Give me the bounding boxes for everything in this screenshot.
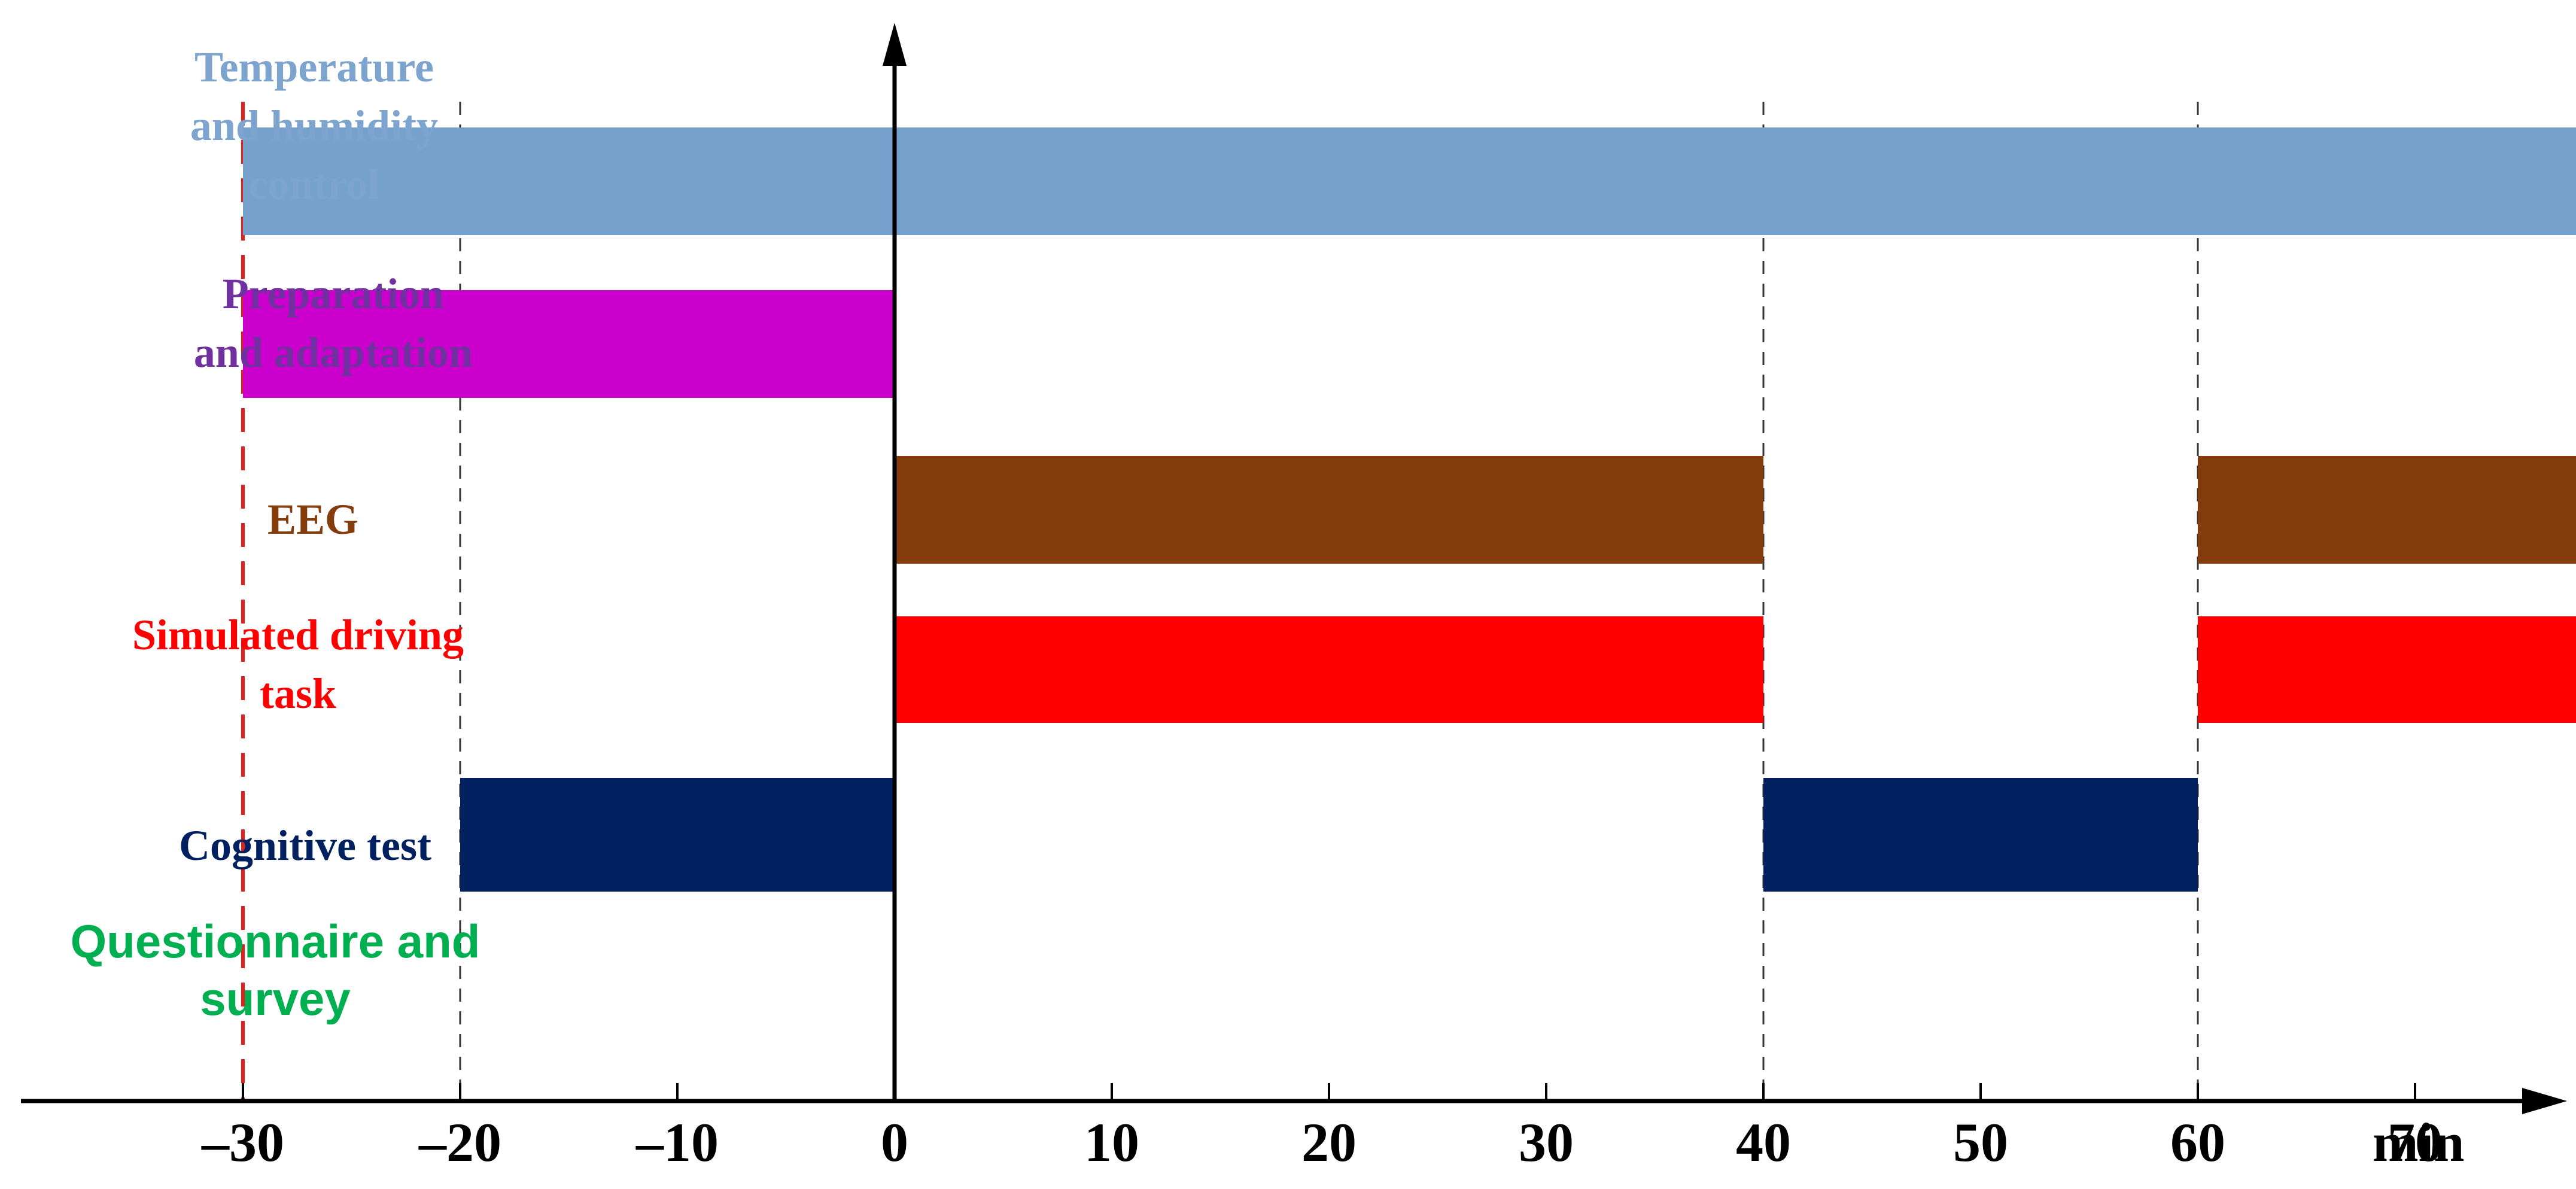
x-tick-label: –10 [635, 1112, 719, 1173]
x-tick-label: –30 [201, 1112, 284, 1173]
gantt-bar [1763, 778, 2198, 892]
row-label: Temperature and humidity control [190, 43, 438, 208]
row-label: Preparation and adaptation [194, 270, 473, 376]
row-label-line: task [260, 670, 336, 717]
row-labels: Temperature and humidity control Preparatio… [71, 43, 480, 1025]
row-label-line: and humidity [190, 102, 438, 150]
row-label-line: and adaptation [194, 329, 473, 376]
row-label-line: Questionnaire and [71, 915, 480, 968]
bars [243, 127, 2576, 892]
x-tick-label: –20 [418, 1112, 501, 1173]
row-label: Simulated driving task [132, 611, 464, 717]
row-label-line: Preparation [223, 270, 445, 318]
x-axis-ticks: –30–20–100102030405060708090100110120130 [201, 1083, 2443, 1173]
gantt-bar [895, 456, 1763, 564]
row-label-line: Temperature [194, 43, 434, 91]
axes [21, 23, 2567, 1114]
x-tick-label: 70 [2388, 1112, 2443, 1173]
row-label-line: survey [200, 972, 351, 1025]
x-axis-arrow [2522, 1088, 2567, 1114]
x-tick-label: 60 [2170, 1112, 2225, 1173]
x-axis-unit-label: min [2373, 1112, 2464, 1173]
x-tick-label: 0 [881, 1112, 908, 1173]
row-label-line: control [249, 160, 380, 208]
gantt-bar [243, 290, 895, 398]
gantt-bar [2198, 616, 2576, 723]
y-axis-arrow [883, 23, 907, 66]
row-label: Cognitive test [179, 822, 431, 869]
x-tick-label: 10 [1084, 1112, 1139, 1173]
row-label-line: EEG [267, 495, 358, 543]
x-tick-label: 30 [1519, 1112, 1574, 1173]
gantt-bar [460, 778, 895, 892]
x-tick-label: 40 [1736, 1112, 1791, 1173]
row-label-line: Cognitive test [179, 822, 431, 869]
grid-lines [241, 102, 2199, 1101]
gantt-bar [895, 616, 1763, 723]
row-label: EEG [267, 495, 358, 543]
x-tick-label: 20 [1301, 1112, 1357, 1173]
gantt-bar [2198, 456, 2576, 564]
x-tick-label: 50 [1953, 1112, 2008, 1173]
row-label: Questionnaire and survey [71, 915, 480, 1025]
gantt-bar [243, 127, 2576, 235]
row-label-line: Simulated driving [132, 611, 464, 659]
